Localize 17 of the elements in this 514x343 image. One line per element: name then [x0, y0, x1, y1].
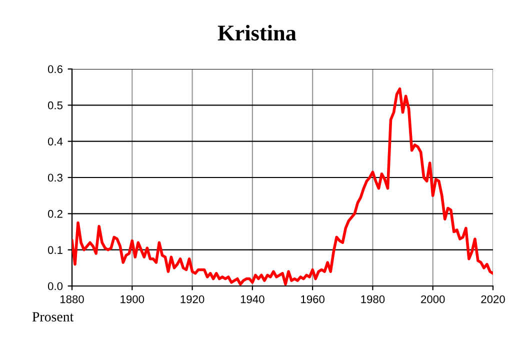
y-tick-label: 0.6: [48, 65, 62, 74]
x-tick-label: 1960: [301, 295, 324, 304]
chart-title: Kristina: [218, 24, 296, 41]
y-tick-label: 0.5: [48, 101, 63, 110]
x-tick-label: 1920: [180, 295, 204, 304]
y-tick-label: 0.2: [48, 210, 62, 218]
y-axis-title: Prosent: [32, 312, 74, 322]
y-tick-label: 0.4: [48, 138, 63, 146]
x-tick-label: 1980: [361, 295, 385, 304]
x-tick-label: 1900: [120, 295, 144, 304]
x-tick-label: 2020: [481, 295, 505, 304]
y-tick-label: 0.3: [48, 174, 62, 182]
x-tick-label: 1940: [240, 295, 264, 304]
y-tick-label: 0.1: [48, 246, 62, 254]
y-tick-label: 0.0: [48, 282, 63, 290]
x-tick-label: 1880: [60, 295, 84, 304]
x-tick-label: 2000: [421, 295, 445, 304]
